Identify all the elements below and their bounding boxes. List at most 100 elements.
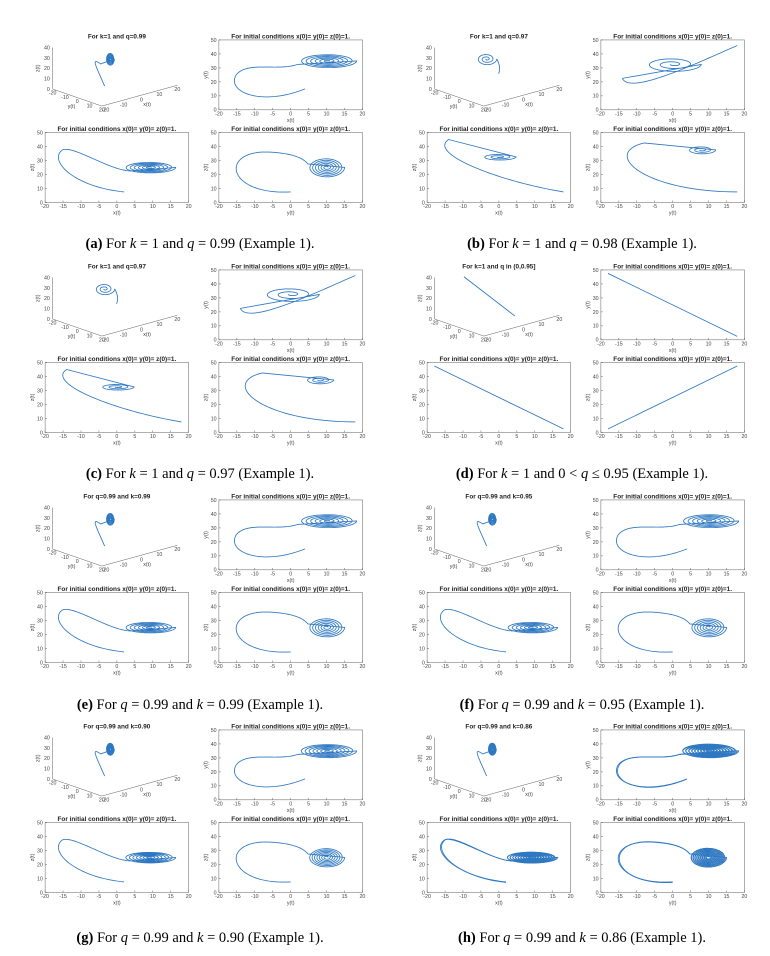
svg-text:0: 0	[671, 204, 674, 210]
svg-text:-5: -5	[97, 894, 102, 900]
svg-text:20: 20	[211, 632, 217, 638]
panel-title: For initial conditions x(0)= y(0)= z(0)=…	[231, 263, 350, 270]
svg-text:0: 0	[214, 430, 217, 436]
caption-part: For	[102, 236, 130, 252]
caption-part: For	[93, 930, 121, 946]
svg-text:30: 30	[37, 848, 43, 854]
svg-text:30: 30	[211, 618, 217, 624]
trajectory-curve	[439, 608, 559, 653]
svg-text:z(t): z(t)	[35, 294, 41, 302]
svg-text:30: 30	[426, 516, 432, 522]
caption-part: (Example 1).	[235, 236, 315, 252]
svg-text:y(t): y(t)	[586, 531, 592, 539]
svg-text:-20: -20	[597, 572, 605, 578]
svg-text:15: 15	[550, 664, 556, 670]
svg-text:x(t): x(t)	[525, 792, 533, 798]
caption-part: = 0.99	[203, 697, 244, 713]
panel-title: For initial conditions x(0)= y(0)= z(0)=…	[613, 723, 732, 730]
svg-text:20: 20	[174, 777, 180, 783]
panel-title: For initial conditions x(0)= y(0)= z(0)=…	[231, 356, 350, 363]
svg-text:-10: -10	[502, 103, 510, 109]
svg-text:20: 20	[211, 540, 217, 546]
svg-text:0: 0	[214, 890, 217, 896]
svg-text:20: 20	[211, 770, 217, 776]
svg-text:z(t): z(t)	[204, 853, 210, 861]
caption-part: = 0.99 and	[128, 930, 197, 946]
panel-title: For q=0.99 and k=0.90	[83, 723, 150, 730]
svg-text:-10: -10	[459, 664, 467, 670]
svg-text:10: 10	[156, 322, 162, 328]
svg-text:50: 50	[593, 728, 599, 734]
svg-text:0: 0	[214, 660, 217, 666]
svg-text:-20: -20	[597, 434, 605, 440]
svg-text:0: 0	[214, 798, 217, 804]
svg-text:5: 5	[307, 204, 310, 210]
svg-text:-20: -20	[431, 91, 439, 97]
subfigure-g-panel-3: For initial conditions x(0)= y(0)= z(0)=…	[30, 816, 192, 907]
panel-title: For k=1 and q=0.97	[470, 33, 528, 40]
svg-text:5: 5	[689, 342, 692, 348]
svg-text:y(t): y(t)	[68, 104, 76, 110]
svg-text:0: 0	[458, 329, 461, 335]
svg-text:40: 40	[593, 374, 599, 380]
svg-text:10: 10	[593, 94, 599, 100]
panel-title: For initial conditions x(0)= y(0)= z(0)=…	[440, 816, 559, 823]
svg-text:-5: -5	[652, 894, 657, 900]
svg-text:-10: -10	[251, 664, 259, 670]
svg-text:-5: -5	[652, 112, 657, 118]
svg-text:0: 0	[140, 327, 143, 333]
svg-text:-5: -5	[652, 572, 657, 578]
subfigure-a-panel-3: For initial conditions x(0)= y(0)= z(0)=…	[30, 126, 192, 217]
svg-text:0: 0	[522, 327, 525, 333]
caption-part: (Example 1).	[626, 930, 706, 946]
caption-label: (g)	[76, 930, 94, 946]
svg-text:10: 10	[593, 186, 599, 192]
svg-text:0: 0	[596, 108, 599, 114]
caption-part: = 0.90	[203, 930, 245, 946]
svg-text:50: 50	[419, 130, 425, 136]
svg-text:40: 40	[211, 604, 217, 610]
svg-text:20: 20	[99, 798, 105, 804]
svg-text:0: 0	[596, 660, 599, 666]
svg-text:-15: -15	[59, 894, 67, 900]
svg-text:20: 20	[742, 112, 748, 118]
svg-text:5: 5	[689, 802, 692, 808]
svg-text:30: 30	[419, 848, 425, 854]
svg-text:-20: -20	[102, 108, 110, 114]
svg-text:0: 0	[429, 777, 432, 783]
svg-text:0: 0	[140, 787, 143, 793]
svg-text:0: 0	[458, 559, 461, 565]
svg-text:30: 30	[419, 618, 425, 624]
svg-text:20: 20	[211, 172, 217, 178]
svg-text:50: 50	[211, 590, 217, 596]
svg-text:x(t): x(t)	[525, 102, 533, 108]
subfigure-d-plots: For k=1 and q in (0,0.95]-20-200-10-1010…	[412, 263, 748, 446]
svg-text:y(t): y(t)	[450, 794, 458, 800]
svg-text:-20: -20	[215, 204, 223, 210]
svg-text:5: 5	[689, 894, 692, 900]
svg-text:40: 40	[44, 275, 50, 281]
svg-text:0: 0	[458, 789, 461, 795]
svg-text:0: 0	[40, 200, 43, 206]
svg-text:40: 40	[211, 374, 217, 380]
svg-text:50: 50	[593, 268, 599, 274]
svg-text:30: 30	[211, 66, 217, 72]
trajectory-curve	[57, 838, 177, 883]
svg-text:15: 15	[168, 894, 174, 900]
svg-text:0: 0	[596, 798, 599, 804]
svg-text:0: 0	[422, 430, 425, 436]
svg-text:-10: -10	[251, 342, 259, 348]
panel-title: For initial conditions x(0)= y(0)= z(0)=…	[58, 816, 177, 823]
svg-text:-5: -5	[97, 204, 102, 210]
svg-text:0: 0	[47, 777, 50, 783]
panel-title: For initial conditions x(0)= y(0)= z(0)=…	[613, 126, 732, 133]
svg-text:-15: -15	[615, 434, 623, 440]
svg-text:0: 0	[115, 894, 118, 900]
panel-title: For initial conditions x(0)= y(0)= z(0)=…	[231, 493, 350, 500]
svg-text:-5: -5	[97, 664, 102, 670]
svg-text:40: 40	[419, 834, 425, 840]
svg-text:0: 0	[47, 317, 50, 323]
svg-text:30: 30	[44, 516, 50, 522]
svg-text:-15: -15	[615, 204, 623, 210]
